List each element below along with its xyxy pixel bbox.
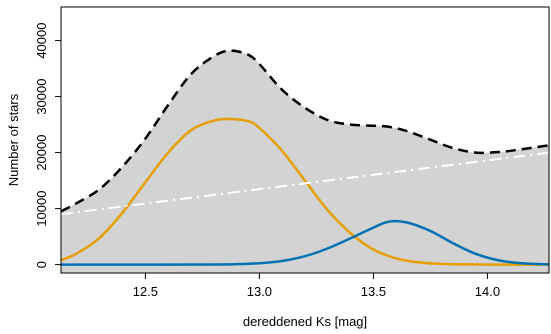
component-line-3 [61,219,549,266]
y-tick-label: 10000 [34,191,49,227]
plot-frame [60,6,550,274]
x-tick-label: 12.5 [133,284,158,299]
x-tick-label: 13.5 [361,284,386,299]
x-axis-title: dereddened Ks [mag] [243,314,367,329]
component-line-2 [61,117,549,266]
x-tick-label: 13.0 [247,284,272,299]
x-tick-label: 14.0 [475,284,500,299]
axes: 12.5 13.0 13.5 14.0 0 10000 20000 30000 40000 [34,23,500,299]
y-tick-label: 30000 [34,79,49,115]
total-fit-line [61,49,549,213]
y-tick-label: 0 [34,261,49,268]
plot-area [61,49,549,273]
series-layer [61,49,549,273]
y-axis-title: Number of stars [6,93,21,186]
y-tick-label: 20000 [34,135,49,171]
background-fit-line [61,151,549,216]
total-distribution-area [61,50,549,273]
y-tick-label: 40000 [34,23,49,59]
